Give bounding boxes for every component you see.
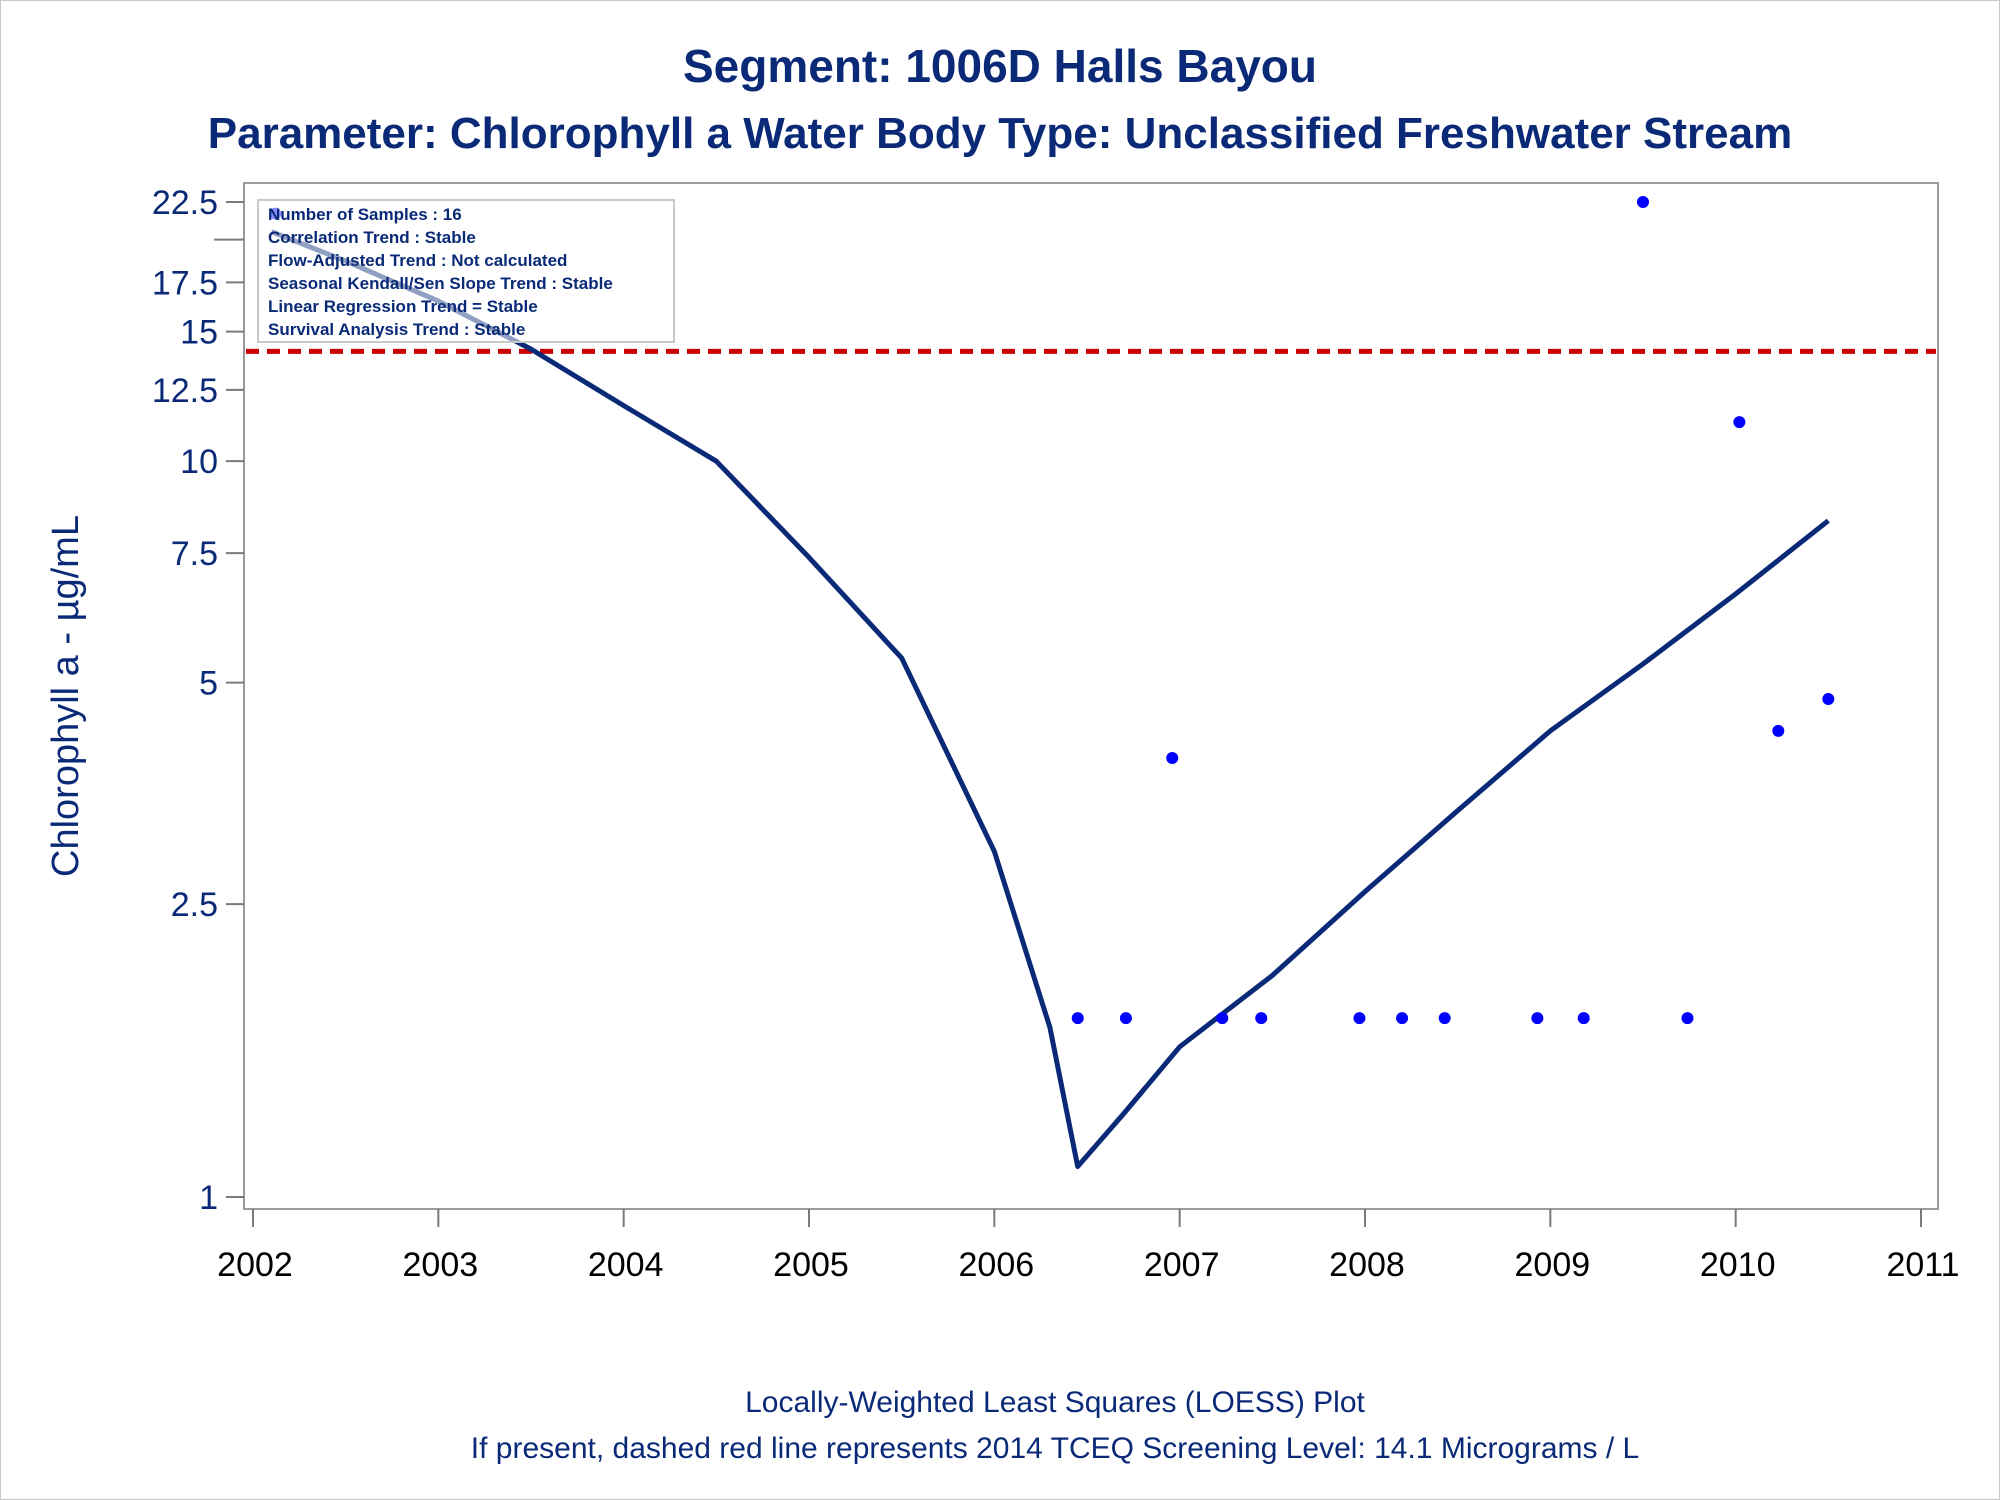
y-tick-label: 22.5 bbox=[152, 184, 218, 222]
y-tick-label: 12.5 bbox=[152, 372, 218, 410]
x-axis: 2002 2003 2004 2005 2006 2007 2008 2009 2010 2011 bbox=[217, 1209, 1960, 1284]
sample-point bbox=[1353, 1012, 1366, 1025]
sample-point bbox=[1216, 1012, 1229, 1025]
inset-legend-box bbox=[257, 199, 675, 343]
x-tick-label: 2009 bbox=[1515, 1246, 1591, 1284]
x-tick-label: 2005 bbox=[773, 1246, 849, 1284]
y-axis-label: Chlorophyll a - µg/mL bbox=[45, 515, 87, 877]
sample-point bbox=[1255, 1012, 1268, 1025]
sample-point bbox=[1577, 1012, 1590, 1025]
y-tick-label: 5 bbox=[199, 665, 218, 703]
sample-point bbox=[1438, 1012, 1451, 1025]
y-axis: 22.5 17.5 15 12.5 10 7.5 5 2.5 1 bbox=[152, 184, 244, 1217]
x-tick-label: 2007 bbox=[1144, 1246, 1220, 1284]
sample-point bbox=[1531, 1012, 1544, 1025]
inset-legend-line: Seasonal Kendall/Sen Slope Trend : Stabl… bbox=[268, 274, 613, 293]
sample-point bbox=[1822, 693, 1835, 706]
sample-point bbox=[1166, 751, 1179, 764]
x-tick-label: 2006 bbox=[959, 1246, 1035, 1284]
sample-point bbox=[1071, 1012, 1084, 1025]
inset-legend-line: Flow-Adjusted Trend : Not calculated bbox=[268, 251, 567, 270]
y-tick-label: 7.5 bbox=[171, 535, 218, 573]
y-tick-label: 17.5 bbox=[152, 264, 218, 302]
x-tick-label: 2003 bbox=[403, 1246, 479, 1284]
sample-point bbox=[1119, 1012, 1132, 1025]
footnote-method: Locally-Weighted Least Squares (LOESS) P… bbox=[745, 1386, 1365, 1419]
sample-point bbox=[1396, 1012, 1409, 1025]
x-tick-label: 2010 bbox=[1700, 1246, 1776, 1284]
x-tick-label: 2002 bbox=[217, 1246, 293, 1284]
loess-layer bbox=[270, 229, 1830, 1169]
footnote-screening-level: If present, dashed red line represents 2… bbox=[471, 1432, 1639, 1465]
x-tick-label: 2011 bbox=[1886, 1246, 1959, 1284]
y-tick-label: 1 bbox=[199, 1179, 218, 1217]
inset-legend: Number of Samples : 16 Correlation Trend… bbox=[257, 199, 675, 343]
inset-legend-line: Number of Samples : 16 bbox=[268, 205, 462, 224]
loess-curve bbox=[270, 229, 1830, 1169]
inset-legend-line: Linear Regression Trend = Stable bbox=[268, 297, 538, 316]
sample-point bbox=[1681, 1012, 1694, 1025]
sample-point bbox=[1637, 196, 1649, 208]
y-tick-label: 10 bbox=[180, 443, 218, 481]
inset-legend-line: Survival Analysis Trend : Stable bbox=[268, 320, 525, 339]
sample-point bbox=[1772, 724, 1785, 737]
x-tick-label: 2008 bbox=[1329, 1246, 1405, 1284]
y-tick-label: 15 bbox=[180, 314, 218, 352]
inset-legend-line: Correlation Trend : Stable bbox=[268, 228, 476, 247]
chart-subtitle: Parameter: Chlorophyll a Water Body Type… bbox=[208, 109, 1792, 158]
y-tick-label: 2.5 bbox=[171, 886, 218, 924]
x-tick-label: 2004 bbox=[588, 1246, 664, 1284]
sample-point bbox=[1733, 416, 1746, 429]
chart-title: Segment: 1006D Halls Bayou bbox=[683, 40, 1317, 92]
plot-area bbox=[243, 182, 1939, 1210]
